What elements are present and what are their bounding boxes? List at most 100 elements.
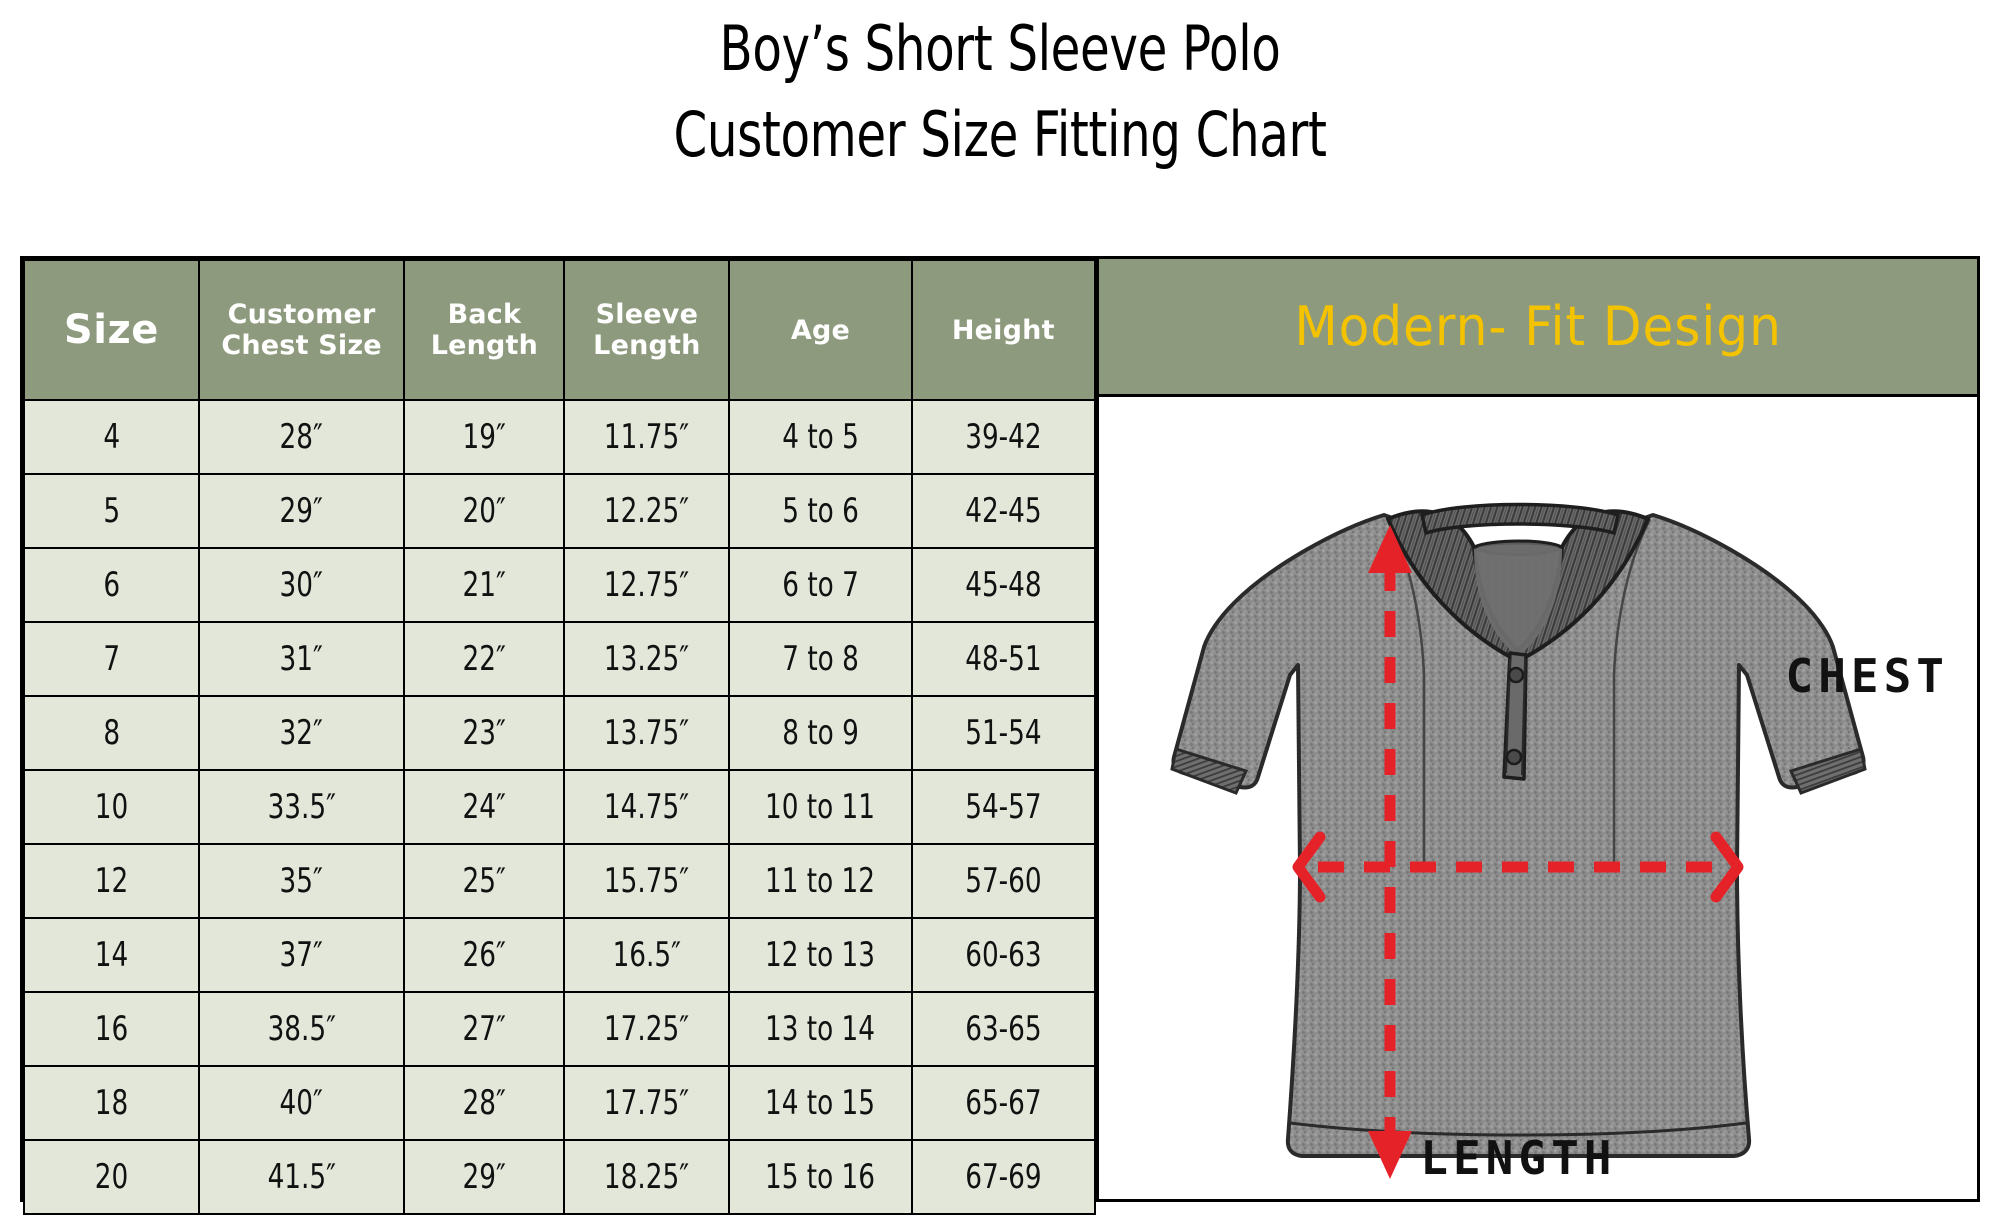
cell-height-value: 39-42 [965,417,1042,457]
title-line-1: Boy’s Short Sleeve Polo [719,12,1281,85]
cell-sleeve-length: 12.75″ [563,547,731,623]
cell-height-value: 45-48 [965,565,1042,605]
cell-sleeve-length-value: 15.75″ [604,861,690,901]
bottom-hem [1289,1121,1747,1137]
cell-back-length: 22″ [403,621,566,697]
column-header-sleeve-length: Sleeve Length [563,259,731,401]
cell-height: 51-54 [910,695,1097,771]
illustration-panel: Modern- Fit Design [1096,259,1977,1199]
cell-size-value: 6 [103,565,120,605]
garment-illustration-area: CHEST LENGTH [1096,397,1977,1199]
cell-sleeve-length-value: 18.25″ [604,1157,690,1197]
cell-customer-chest-size-value: 31″ [279,639,324,679]
chest-arrow-heads [1292,831,1744,903]
cell-sleeve-length-value: 12.75″ [604,565,690,605]
cell-sleeve-length: 15.75″ [563,843,731,919]
cell-back-length: 21″ [403,547,566,623]
cell-size-value: 7 [103,639,120,679]
cell-customer-chest-size-value: 40″ [279,1083,324,1123]
column-header-sleeve-length-label: Sleeve Length [593,299,701,361]
cell-age: 4 to 5 [728,399,913,475]
cell-age: 7 to 8 [728,621,913,697]
table-row: 12 35″ 25″ 15.75″ 11 to 12 57-60 [23,843,1097,919]
sleeve-cuffs [1170,747,1867,795]
cell-sleeve-length: 16.5″ [563,917,731,993]
cell-height-value: 63-65 [965,1009,1042,1049]
cell-size: 8 [23,695,200,771]
table-header-row: Size Customer Chest Size Back Length Sle… [23,259,1097,401]
shirt-collar [1386,502,1650,662]
table-row: 18 40″ 28″ 17.75″ 14 to 15 65-67 [23,1065,1097,1141]
cell-size-value: 4 [103,417,120,457]
cell-age-value: 8 to 9 [782,713,859,753]
cell-size-value: 8 [103,713,120,753]
column-header-height-label: Height [951,314,1055,346]
cell-height: 39-42 [910,399,1097,475]
cell-height: 60-63 [910,917,1097,993]
cell-sleeve-length: 12.25″ [563,473,731,549]
cell-sleeve-length: 17.75″ [563,1065,731,1141]
button-placket [1502,651,1528,781]
length-arrow-heads [1368,525,1412,1179]
cell-age-value: 7 to 8 [782,639,859,679]
cell-height-value: 60-63 [965,935,1042,975]
cell-size-value: 12 [94,861,129,901]
length-measure-label: LENGTH [1420,1131,1617,1185]
cell-sleeve-length: 14.75″ [563,769,731,845]
cell-sleeve-length-value: 17.75″ [604,1083,690,1123]
table-body: 4 28″ 19″ 11.75″ 4 to 5 39-42 5 29″ 20″ 12.25″ 5 t… [23,399,1097,1215]
cell-size: 18 [23,1065,200,1141]
modern-fit-label: Modern- Fit Design [1294,295,1782,358]
cell-size-value: 5 [103,491,120,531]
cell-customer-chest-size: 37″ [197,917,406,993]
cell-sleeve-length-value: 11.75″ [604,417,690,457]
column-header-customer-chest-size: Customer Chest Size [197,259,406,401]
cell-back-length-value: 24″ [462,787,507,827]
cell-back-length: 28″ [403,1065,566,1141]
size-table-container: Size Customer Chest Size Back Length Sle… [23,259,1097,1215]
cell-customer-chest-size: 31″ [197,621,406,697]
cell-customer-chest-size-value: 29″ [279,491,324,531]
cell-back-length: 24″ [403,769,566,845]
cell-height: 67-69 [910,1139,1097,1215]
cell-back-length-value: 27″ [462,1009,507,1049]
cell-height-value: 54-57 [965,787,1042,827]
cell-customer-chest-size: 33.5″ [197,769,406,845]
cell-height: 45-48 [910,547,1097,623]
cell-back-length: 26″ [403,917,566,993]
cell-age: 14 to 15 [728,1065,913,1141]
cell-height-value: 51-54 [965,713,1042,753]
cell-customer-chest-size: 35″ [197,843,406,919]
cell-size-value: 14 [94,935,129,975]
cell-height-value: 57-60 [965,861,1042,901]
cell-back-length-value: 20″ [462,491,507,531]
cell-customer-chest-size: 32″ [197,695,406,771]
cell-size: 20 [23,1139,200,1215]
column-header-back-length-label: Back Length [430,299,539,361]
table-row: 14 37″ 26″ 16.5″ 12 to 13 60-63 [23,917,1097,993]
cell-back-length-value: 21″ [462,565,507,605]
column-header-customer-chest-size-label: Customer Chest Size [221,299,382,361]
cell-customer-chest-size-value: 38.5″ [267,1009,336,1049]
size-table: Size Customer Chest Size Back Length Sle… [23,259,1097,1215]
table-row: 10 33.5″ 24″ 14.75″ 10 to 11 54-57 [23,769,1097,845]
cell-customer-chest-size: 40″ [197,1065,406,1141]
cell-sleeve-length: 13.75″ [563,695,731,771]
cell-height-value: 67-69 [965,1157,1042,1197]
cell-customer-chest-size-value: 41.5″ [267,1157,336,1197]
cell-size: 14 [23,917,200,993]
cell-age: 11 to 12 [728,843,913,919]
cell-age: 8 to 9 [728,695,913,771]
cell-height: 65-67 [910,1065,1097,1141]
cell-back-length-value: 25″ [462,861,507,901]
cell-sleeve-length: 11.75″ [563,399,731,475]
cell-size-value: 20 [94,1157,129,1197]
cell-size-value: 18 [94,1083,129,1123]
cell-age-value: 6 to 7 [782,565,859,605]
cell-size-value: 10 [94,787,129,827]
table-row: 4 28″ 19″ 11.75″ 4 to 5 39-42 [23,399,1097,475]
cell-age-value: 13 to 14 [765,1009,876,1049]
cell-age: 13 to 14 [728,991,913,1067]
cell-back-length: 27″ [403,991,566,1067]
column-header-age: Age [728,259,913,401]
